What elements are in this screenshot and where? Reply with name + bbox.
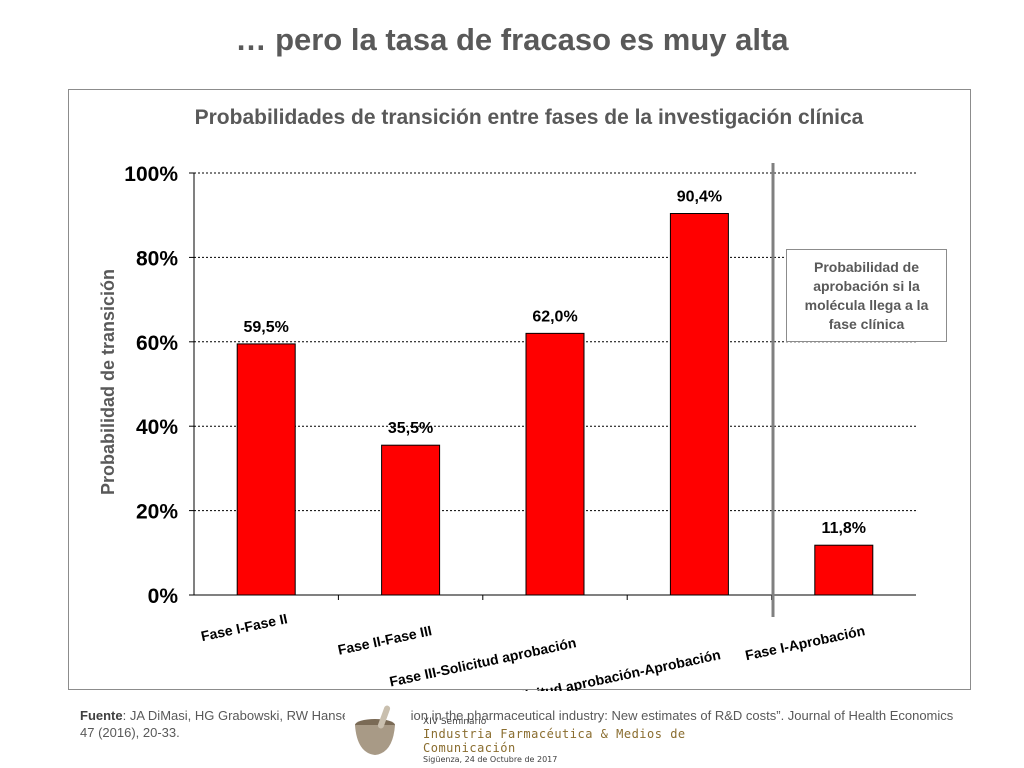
logo-line-3: Sigüenza, 24 de Octubre de 2017: [423, 755, 558, 764]
y-tick-label: 20%: [136, 501, 178, 524]
data-label: 59,5%: [244, 319, 289, 336]
chart-frame: Probabilidades de transición entre fases…: [68, 89, 971, 691]
footer-source: Fuente: JA DiMasi, HG Grabowski, RW Hans…: [80, 707, 970, 741]
logo-line-2: Industria Farmacéutica & Medios de Comun…: [423, 727, 686, 755]
data-label: 11,8%: [822, 520, 866, 537]
bar: [669, 213, 729, 596]
logo-line-1: XIV Seminario: [423, 717, 487, 727]
bar: [381, 444, 441, 596]
annotation-box: Probabilidad de aprobación si la molécul…: [786, 249, 947, 342]
y-tick-label: 40%: [136, 416, 178, 439]
y-tick-label: 60%: [136, 332, 178, 355]
x-tick-label: Fase I-Aprobación: [744, 622, 867, 663]
slide-title: … pero la tasa de fracaso es muy alta: [235, 22, 789, 57]
data-label: 90,4%: [677, 189, 722, 206]
source-text: : JA DiMasi, HG Grabowski, RW Hansen. “I…: [80, 708, 954, 740]
seminar-logo: XIV Seminario Industria Farmacéutica & M…: [345, 703, 725, 765]
bar: [814, 544, 874, 596]
y-tick-label: 0%: [148, 585, 179, 608]
y-axis-label: Probabilidad de transición: [98, 269, 118, 495]
y-tick-label: 100%: [124, 163, 178, 186]
bar: [236, 343, 296, 596]
x-tick-label: Fase III-Solicitud aprobación: [388, 634, 578, 689]
x-tick-label: Fase I-Fase II: [199, 610, 288, 644]
bar-chart: Probabilidades de transición entre fases…: [98, 106, 916, 691]
y-tick-label: 80%: [136, 247, 178, 270]
data-label: 62,0%: [532, 308, 577, 325]
data-labels: 59,5% 35,5% 62,0% 90,4% 11,8%: [244, 189, 867, 538]
bar: [525, 332, 585, 596]
bars: [236, 213, 874, 596]
y-tick-labels: 0% 20% 40% 60% 80% 100%: [124, 163, 178, 608]
x-tick-label: Fase II-Fase III: [336, 622, 433, 658]
data-label: 35,5%: [388, 420, 433, 437]
mortar-logo-icon: [345, 703, 411, 763]
chart-title: Probabilidades de transición entre fases…: [195, 106, 864, 129]
source-label: Fuente: [80, 708, 123, 723]
